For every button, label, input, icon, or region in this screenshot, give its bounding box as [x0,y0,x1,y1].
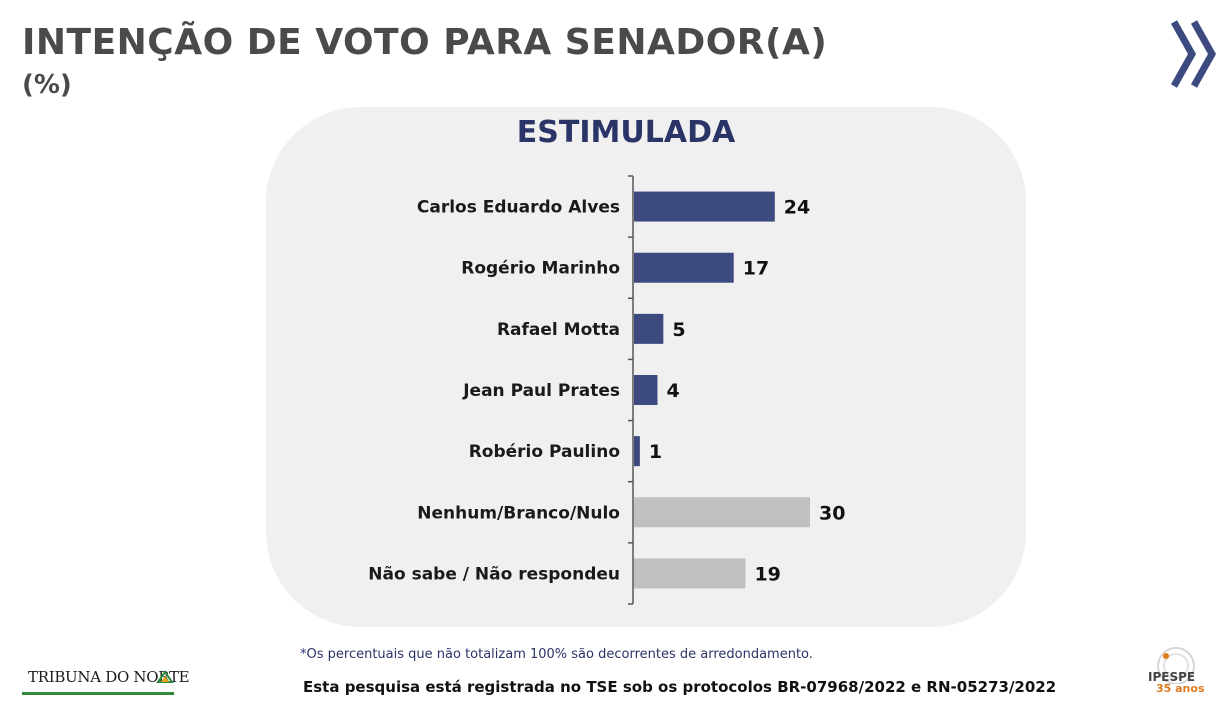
bar [634,375,658,405]
category-label: Nenhum/Branco/Nulo [417,503,620,523]
footnote: *Os percentuais que não totalizam 100% s… [300,647,813,662]
category-label: Robério Paulino [469,442,620,462]
ipespe-anniversary: 35 anos [1156,682,1205,695]
value-label: 1 [649,441,662,463]
value-label: 19 [754,563,780,585]
category-label: Rafael Motta [497,320,620,340]
value-label: 24 [784,197,810,219]
bar [634,252,734,283]
bar [634,313,664,344]
category-label: Não sabe / Não respondeu [368,564,620,584]
chart-title: ESTIMULADA [516,115,736,150]
page-title: INTENÇÃO DE VOTO PARA SENADOR(A) [22,22,828,63]
bar [634,497,810,528]
value-label: 4 [666,380,679,402]
category-label: Rogério Marinho [461,259,620,279]
bar [634,191,775,222]
page-subtitle: (%) [22,70,72,100]
logo-underline [22,692,174,695]
value-label: 17 [743,258,769,280]
ipespe-logo-text: IPESPE [1148,670,1196,684]
category-label: Carlos Eduardo Alves [417,198,620,218]
value-label: 30 [819,502,845,524]
chevron-right-icon[interactable] [1168,16,1220,92]
tribuna-do-norte-logo-text: TRIBUNA DO NORTE [28,668,190,686]
bar [634,436,640,467]
registration-note: Esta pesquisa está registrada no TSE sob… [303,678,1057,696]
bar [634,558,746,589]
category-label: Jean Paul Prates [462,381,620,401]
value-label: 5 [672,319,685,341]
ipespe-logo: IPESPE 35 anos [1144,644,1208,710]
tribuna-do-norte-logo: TRIBUNA DO NORTE [22,668,190,700]
globe-icon [1157,647,1195,684]
sail-icon [156,670,174,683]
